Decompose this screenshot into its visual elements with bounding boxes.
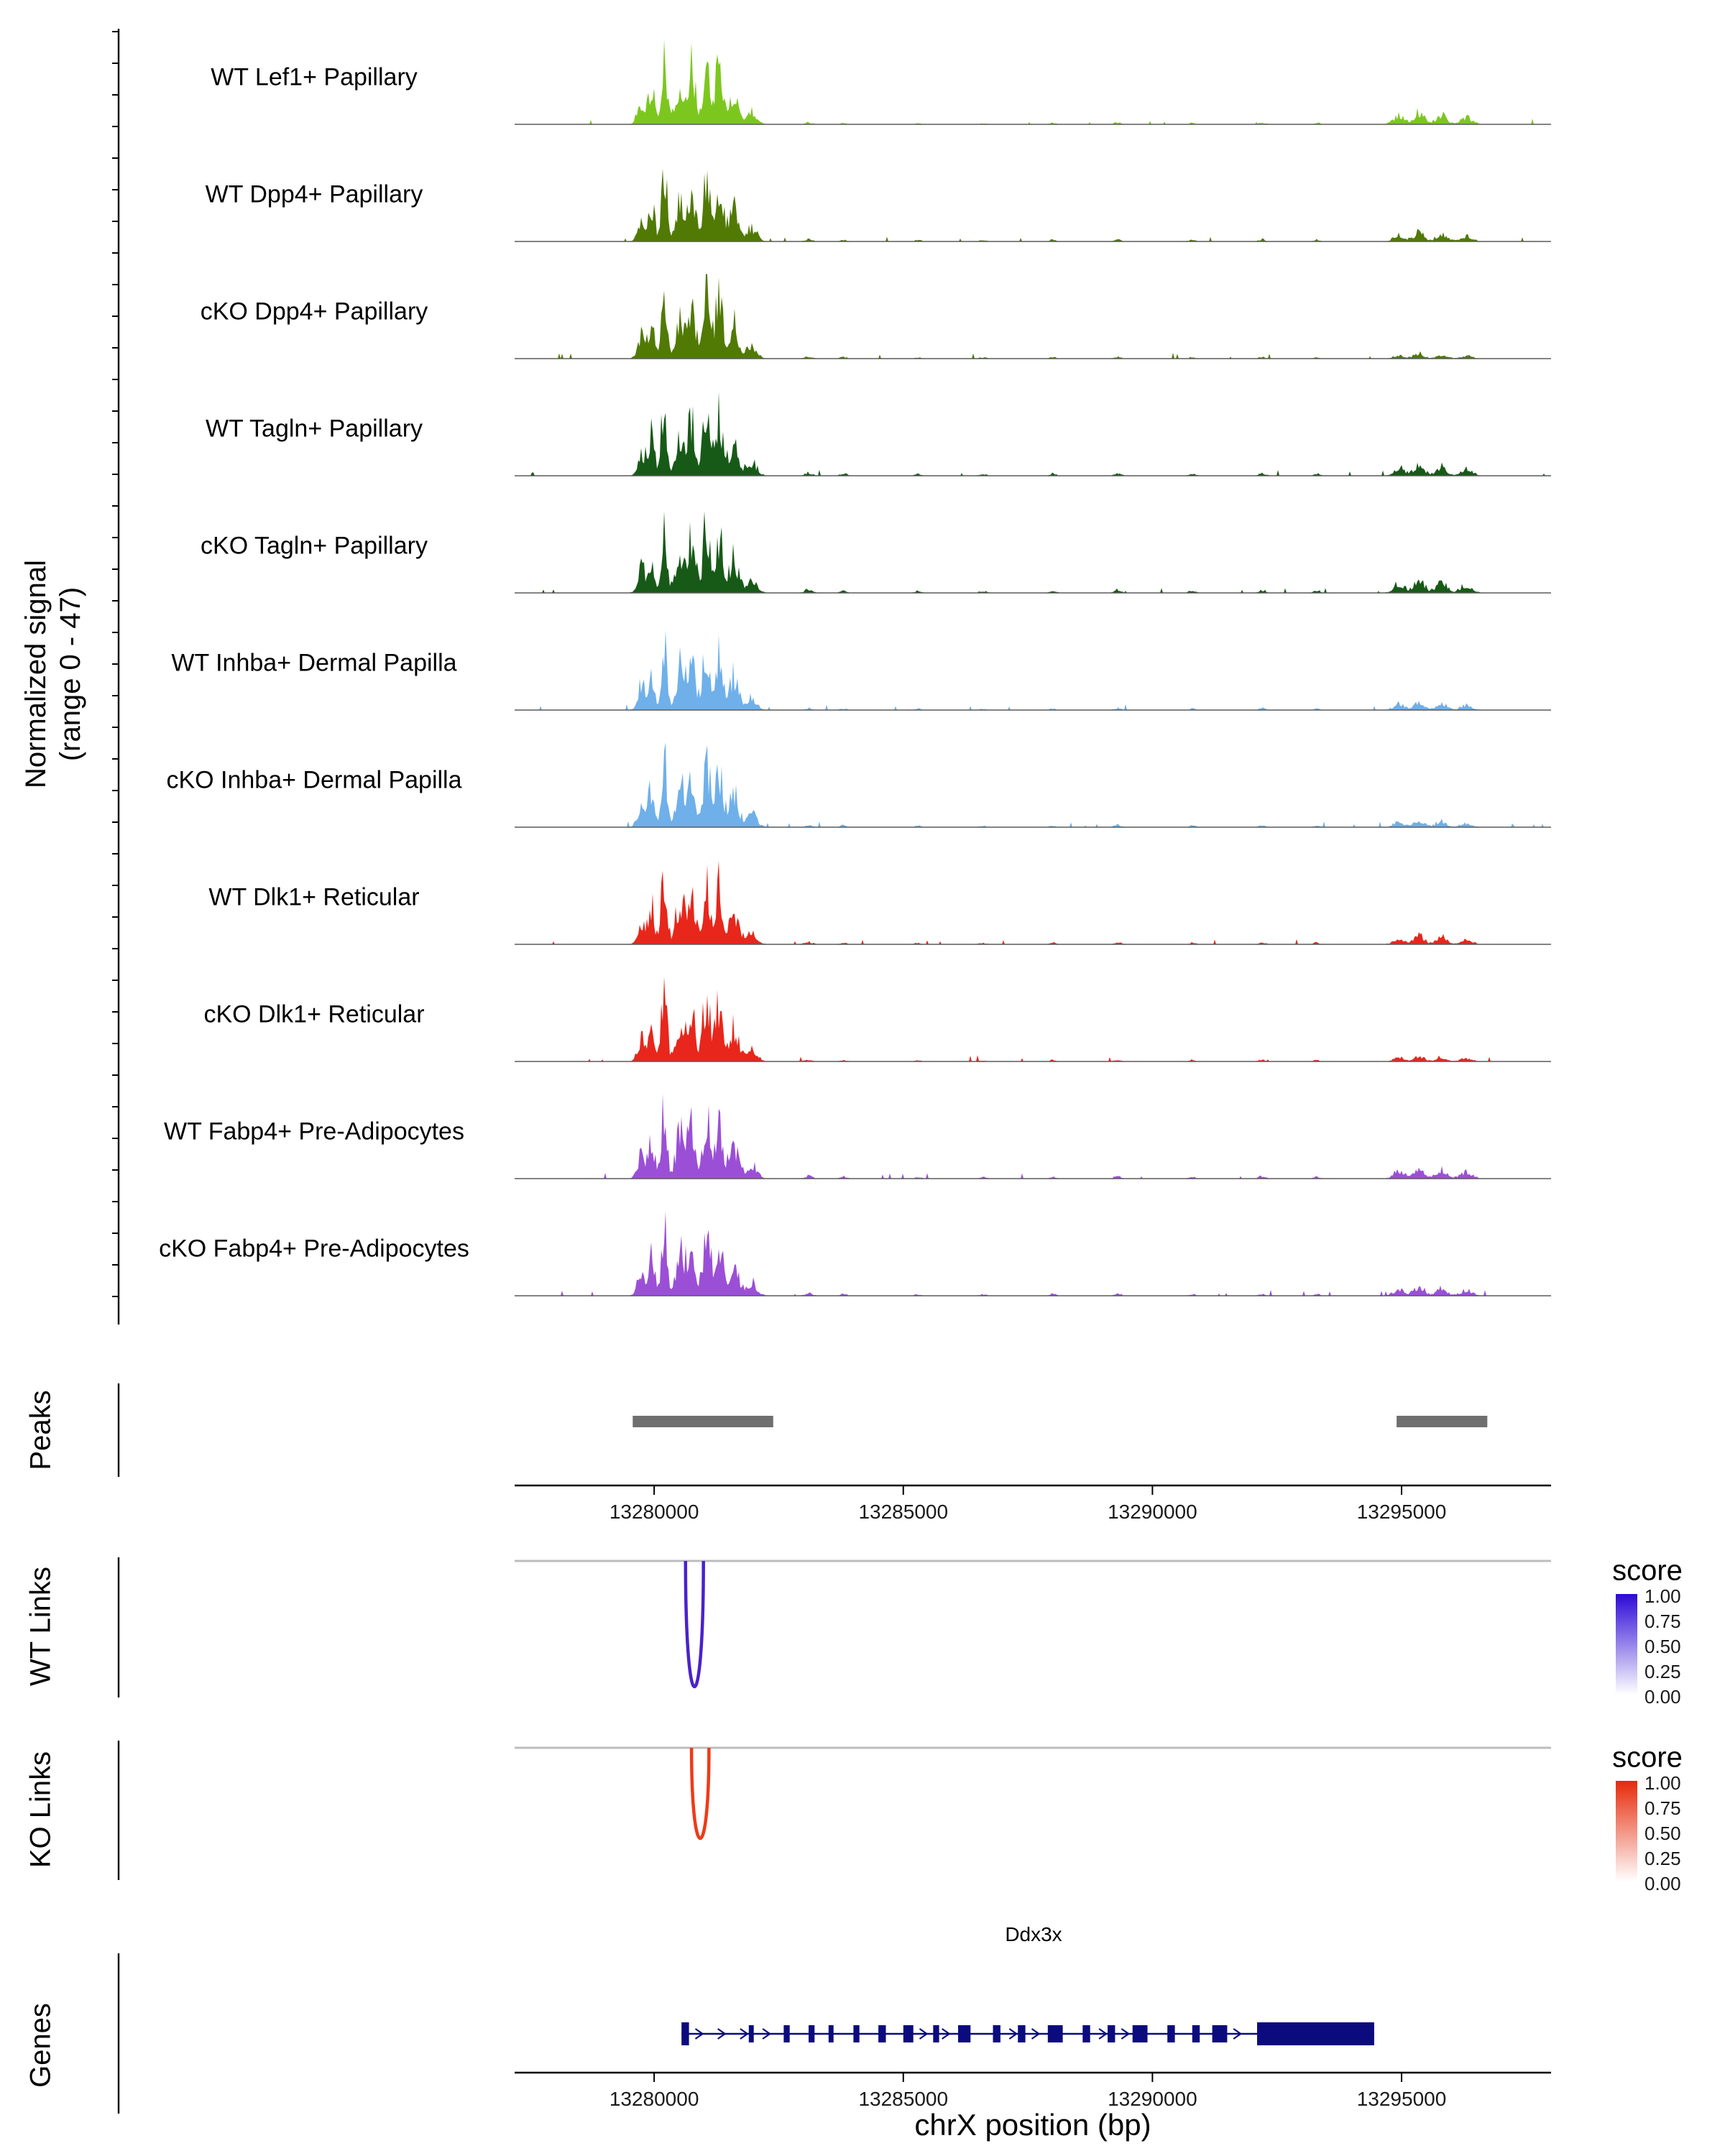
- gene-name-label: Ddx3x: [1005, 1923, 1062, 1945]
- track-label: WT Inhba+ Dermal Papilla: [171, 649, 457, 677]
- score-legend-tick-label: 0.00: [1644, 1686, 1681, 1708]
- score-legend-tick-label: 0.00: [1644, 1873, 1681, 1894]
- track-label: cKO Dlk1+ Reticular: [203, 1000, 425, 1028]
- track-label: WT Dpp4+ Papillary: [205, 180, 423, 208]
- gene-strand-arrow-icon: [1098, 2028, 1108, 2040]
- gene-exon: [748, 2025, 754, 2042]
- gene-exon: [809, 2025, 815, 2042]
- x-axis-label: chrX position (bp): [914, 2108, 1151, 2142]
- gene-exon: [933, 2025, 939, 2042]
- wt-score-colorbar: [1616, 1594, 1637, 1695]
- gene-strand-arrow-icon: [740, 2028, 749, 2040]
- coverage-track-signal: [515, 511, 1551, 593]
- peak-region-bar: [632, 1416, 773, 1427]
- gene-exon: [1108, 2025, 1116, 2042]
- track-label: WT Lef1+ Papillary: [211, 63, 418, 91]
- coverage-track-signal: [515, 977, 1551, 1061]
- gene-exon: [681, 2022, 689, 2045]
- wt-link-arc: [684, 1560, 705, 1688]
- track-label: cKO Fabp4+ Pre-Adipocytes: [159, 1235, 469, 1263]
- gene-strand-arrow-icon: [762, 2028, 772, 2040]
- score-legend-tick-label: 0.75: [1644, 1797, 1681, 1819]
- ko-links-section-label: KO Links: [24, 1751, 57, 1869]
- ko-score-colorbar: [1616, 1781, 1637, 1881]
- x-axis-tick-label: 13280000: [610, 1501, 699, 1523]
- gene-strand-arrow-icon: [1121, 2028, 1131, 2040]
- score-legend-tick-label: 0.50: [1644, 1636, 1681, 1657]
- gene-strand-arrow-icon: [1233, 2028, 1243, 2040]
- ko-score-legend-title: score: [1612, 1741, 1683, 1774]
- gene-strand-arrow-icon: [919, 2028, 929, 2040]
- track-label: WT Fabp4+ Pre-Adipocytes: [164, 1118, 464, 1146]
- gene-exon: [1167, 2025, 1175, 2042]
- gene-exon: [993, 2025, 1000, 2042]
- gene-exon: [1018, 2025, 1026, 2042]
- wt-score-legend-title: score: [1612, 1554, 1683, 1587]
- gene-exon: [878, 2025, 886, 2042]
- gene-exon: [1212, 2025, 1228, 2042]
- x-axis-tick-label: 13295000: [1357, 1501, 1447, 1523]
- x-axis-tick-label: 13285000: [858, 2088, 948, 2110]
- track-label: cKO Dpp4+ Papillary: [200, 298, 428, 326]
- gene-strand-arrow-icon: [942, 2028, 951, 2040]
- gene-exon: [1132, 2025, 1148, 2042]
- gene-exon: [1082, 2025, 1090, 2042]
- gene-exon: [1047, 2025, 1063, 2042]
- x-axis-tick-label: 13290000: [1108, 2088, 1197, 2110]
- peaks-section-label: Peaks: [24, 1390, 57, 1470]
- gene-strand-arrow-icon: [1031, 2028, 1041, 2040]
- coverage-track-signal: [515, 742, 1551, 827]
- score-legend-tick-label: 0.50: [1644, 1823, 1681, 1844]
- score-legend-tick-label: 1.00: [1644, 1585, 1681, 1607]
- gene-exon: [828, 2025, 834, 2042]
- gene-exon: [903, 2025, 914, 2042]
- x-axis-tick-label: 13280000: [610, 2088, 699, 2110]
- x-axis-tick-label: 13285000: [858, 1501, 948, 1523]
- track-label: cKO Inhba+ Dermal Papilla: [166, 766, 462, 794]
- wt-links-section-label: WT Links: [24, 1567, 57, 1686]
- genes-section-label: Genes: [24, 2003, 57, 2088]
- track-label: WT Tagln+ Papillary: [205, 415, 423, 443]
- track-label: cKO Tagln+ Papillary: [201, 532, 428, 560]
- gene-strand-arrow-icon: [717, 2028, 727, 2040]
- score-legend-tick-label: 0.75: [1644, 1611, 1681, 1632]
- coverage-track-signal: [515, 274, 1551, 359]
- x-axis-tick-label: 13295000: [1357, 2088, 1447, 2110]
- x-axis-tick-label: 13290000: [1108, 1501, 1197, 1523]
- peak-region-bar: [1397, 1416, 1488, 1427]
- track-label: WT Dlk1+ Reticular: [208, 883, 420, 911]
- gene-exon: [958, 2025, 971, 2042]
- score-legend-tick-label: 1.00: [1644, 1772, 1681, 1794]
- score-legend-tick-label: 0.25: [1644, 1661, 1681, 1682]
- gene-strand-arrow-icon: [1008, 2028, 1018, 2040]
- ko-link-arc: [689, 1747, 711, 1840]
- gene-exon: [853, 2025, 860, 2042]
- score-legend-tick-label: 0.25: [1644, 1848, 1681, 1869]
- gene-exon: [1257, 2022, 1374, 2045]
- gene-exon: [783, 2025, 790, 2042]
- gene-strand-arrow-icon: [694, 2028, 704, 2040]
- gene-exon: [1192, 2025, 1200, 2042]
